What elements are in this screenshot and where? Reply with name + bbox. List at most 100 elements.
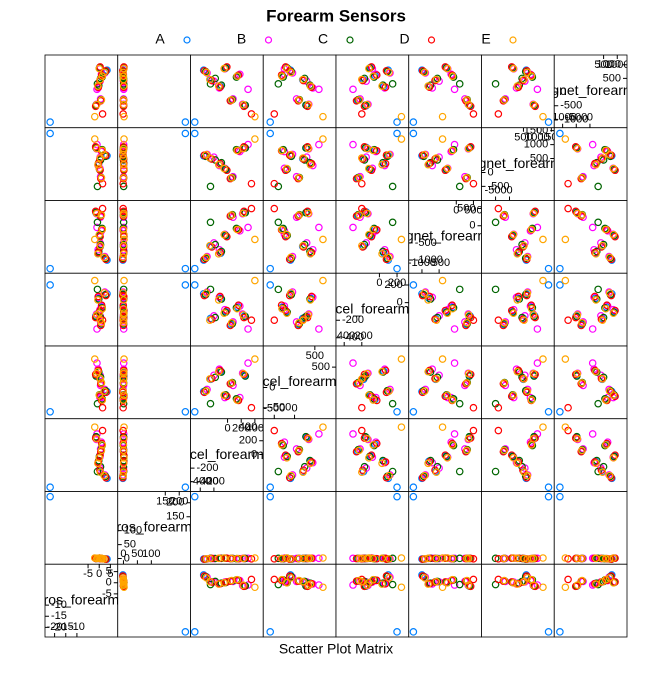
point xyxy=(287,289,295,297)
point xyxy=(315,85,323,94)
point xyxy=(419,152,428,161)
point xyxy=(119,446,128,455)
point xyxy=(287,253,295,262)
point xyxy=(94,160,102,169)
panel xyxy=(45,200,118,274)
panel xyxy=(190,55,264,128)
point xyxy=(277,301,286,310)
panel xyxy=(190,273,264,346)
point xyxy=(283,578,291,587)
point xyxy=(594,182,602,191)
point xyxy=(244,359,252,367)
point xyxy=(90,554,99,562)
panel xyxy=(117,346,191,419)
point xyxy=(519,315,527,324)
tick-label: -10 xyxy=(69,621,85,633)
tick-label: 0 xyxy=(587,112,593,124)
point xyxy=(420,289,429,297)
point xyxy=(349,359,357,367)
tick-label: 0 xyxy=(376,277,382,289)
point xyxy=(598,375,607,383)
tick-label: 0 xyxy=(224,423,230,435)
point xyxy=(397,112,406,121)
tick-label: -500 xyxy=(428,257,450,269)
point xyxy=(270,204,279,213)
point xyxy=(469,403,478,412)
point xyxy=(571,207,580,216)
tick-label: -500 xyxy=(488,180,510,192)
point xyxy=(358,554,366,563)
point xyxy=(509,391,518,399)
point xyxy=(450,430,459,438)
tick-label: 0 xyxy=(469,220,475,232)
point xyxy=(306,82,315,90)
panel xyxy=(481,418,555,492)
point xyxy=(278,225,286,234)
point xyxy=(564,575,572,584)
point xyxy=(424,367,432,376)
point xyxy=(46,129,54,138)
panel xyxy=(408,127,482,201)
panel: accel_forearm_x-400-400-200-200002002004… xyxy=(190,418,264,492)
point xyxy=(605,387,614,395)
point xyxy=(365,578,373,587)
point xyxy=(120,276,128,285)
panel-background xyxy=(336,346,409,419)
point xyxy=(98,72,107,81)
panel-background xyxy=(45,346,118,419)
point xyxy=(539,355,547,363)
point xyxy=(388,80,397,88)
point xyxy=(94,250,102,258)
point xyxy=(120,391,128,399)
panel xyxy=(336,346,409,419)
point xyxy=(393,407,401,416)
point xyxy=(319,423,327,431)
point xyxy=(120,309,128,317)
point xyxy=(233,72,241,81)
point xyxy=(409,118,418,126)
point xyxy=(365,230,373,239)
point xyxy=(358,110,366,118)
point xyxy=(539,276,547,285)
point xyxy=(383,152,392,161)
point xyxy=(606,254,615,263)
point xyxy=(591,248,599,257)
point xyxy=(507,63,516,71)
point xyxy=(544,407,553,416)
point xyxy=(181,281,190,289)
point xyxy=(283,64,291,73)
point xyxy=(214,296,223,304)
point xyxy=(299,554,307,563)
point xyxy=(90,112,99,121)
panel xyxy=(45,55,118,128)
tick-label: 1500 xyxy=(539,132,563,144)
point xyxy=(466,102,475,111)
point xyxy=(206,218,215,227)
point xyxy=(598,154,607,162)
point xyxy=(573,554,582,563)
tick-label: 1000 xyxy=(524,139,548,151)
point xyxy=(539,423,547,431)
tick-label: -20 xyxy=(47,621,63,633)
point xyxy=(46,483,54,492)
point xyxy=(220,578,228,587)
point xyxy=(418,473,427,482)
point xyxy=(266,264,275,273)
point xyxy=(529,581,538,590)
legend-symbol xyxy=(509,36,517,44)
point xyxy=(251,355,259,363)
panel-background xyxy=(117,273,191,346)
variable-label: magnet_forearm_y xyxy=(459,155,577,171)
variable-label: accel_forearm_y xyxy=(248,373,352,389)
point xyxy=(381,83,390,91)
point xyxy=(239,554,248,563)
point xyxy=(450,359,459,367)
point xyxy=(46,281,54,289)
point xyxy=(381,554,390,563)
point xyxy=(523,289,532,297)
point xyxy=(591,159,599,168)
point xyxy=(601,225,610,234)
point xyxy=(358,426,366,435)
point xyxy=(509,454,518,462)
tick-label: -200 xyxy=(342,314,364,326)
